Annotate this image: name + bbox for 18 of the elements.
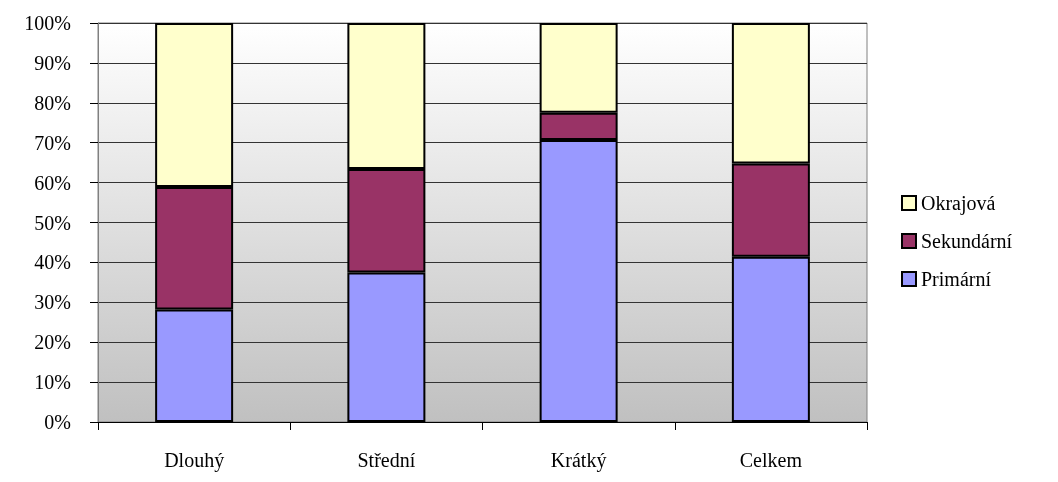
x-tick-label: Krátký — [550, 449, 607, 472]
y-tick-label: 90% — [34, 51, 71, 74]
legend-label: Sekundární — [921, 230, 1013, 252]
y-tick-label: 0% — [44, 411, 71, 433]
y-tick-label: 70% — [34, 131, 71, 154]
x-tick-label: Střední — [357, 449, 416, 471]
x-tick-label: Celkem — [739, 449, 803, 471]
y-tick-label: 60% — [34, 171, 71, 194]
y-tick-label: 100% — [24, 12, 71, 34]
y-tick-label: 10% — [34, 371, 71, 394]
y-tick-label: 80% — [34, 91, 71, 114]
y-tick-label: 40% — [34, 251, 71, 274]
x-tick-label: Dlouhý — [164, 449, 225, 472]
y-tick-label: 30% — [34, 291, 71, 314]
y-tick-label: 50% — [34, 211, 71, 234]
y-tick-label: 20% — [34, 331, 71, 354]
legend-label: Primární — [921, 268, 992, 290]
legend-label: Okrajová — [921, 192, 996, 215]
